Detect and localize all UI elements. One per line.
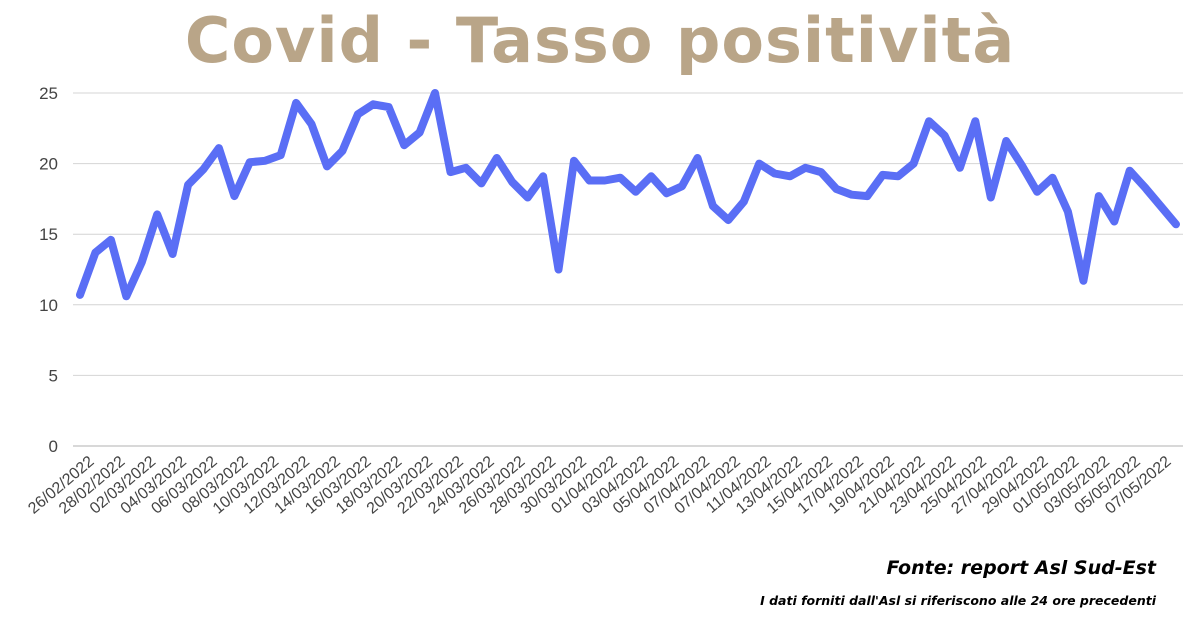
y-tick-label: 5 [49,366,58,385]
series-line [76,89,1180,301]
y-tick-label: 15 [39,225,58,244]
grid-layer [73,92,1183,447]
y-tick-label: 0 [49,437,58,456]
y-tick-label: 25 [39,84,58,103]
data-disclaimer: I dati forniti dall'Asl si riferiscono a… [760,593,1156,608]
y-tick-label: 10 [39,296,58,315]
x-axis-ticks: 26/02/202228/02/202202/03/202204/03/2022… [25,453,1174,518]
chart-title: Covid - Tasso positività [184,4,1016,77]
y-axis-ticks: 0 5 10 15 20 25 [39,84,58,456]
source-note: Fonte: report Asl Sud-Est [886,557,1156,579]
y-tick-label: 20 [39,155,58,174]
